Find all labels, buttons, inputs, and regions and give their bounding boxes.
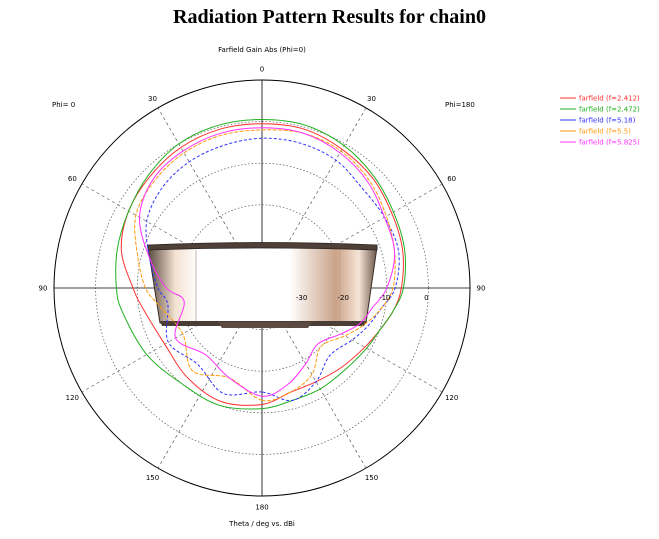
angle-tick-label: 0: [260, 66, 264, 74]
series-line: [115, 118, 406, 410]
series-line: [145, 137, 400, 402]
radial-tick-label: -10: [379, 294, 390, 302]
legend-label: farfield (f=2.412): [579, 95, 640, 103]
legend-label: farfield (f=2.472): [579, 106, 640, 114]
radial-tick-label: -30: [296, 294, 307, 302]
pattern-curves: [115, 118, 406, 410]
angle-tick-label: 150: [365, 474, 378, 482]
device-base-plate: [218, 322, 312, 328]
legend-label: farfield (f=5.825): [579, 139, 640, 147]
antenna-device-overlay: [147, 242, 378, 328]
device-top-rim: [147, 242, 378, 251]
chart-title: Farfield Gain Abs (Phi=0): [218, 46, 306, 54]
series-line: [120, 123, 404, 406]
angle-tick-label: 30: [148, 95, 157, 103]
phi-right-label: Phi=180: [445, 101, 475, 109]
angle-tick-label: 90: [477, 285, 486, 293]
angle-tick-label: 60: [68, 175, 77, 183]
angle-tick-label: 150: [146, 474, 159, 482]
angle-tick-label: 180: [255, 504, 268, 512]
x-axis-label: Theta / deg vs. dBi: [228, 520, 295, 528]
phi-left-label: Phi= 0: [52, 101, 75, 109]
angle-tick-label: 60: [447, 175, 456, 183]
radial-tick-label: 0: [424, 294, 428, 302]
legend: farfield (f=2.412) farfield (f=2.472) farf…: [560, 95, 640, 147]
page-title: Radiation Pattern Results for chain0: [173, 6, 486, 28]
angle-tick-label: 30: [367, 95, 376, 103]
series-line: [138, 127, 396, 397]
radial-tick-label: -20: [337, 294, 348, 302]
legend-label: farfield (f=5.18): [579, 117, 636, 125]
angle-tick-label: 90: [39, 285, 48, 293]
angle-tick-label: 120: [66, 394, 79, 402]
legend-label: farfield (f=5.5): [579, 128, 631, 136]
angle-tick-label: 120: [445, 394, 458, 402]
axis-labels: 0 30 60 90 120 150 180 30 60 90 120 150 -30 -20 -10 0 Fa…: [39, 46, 486, 528]
